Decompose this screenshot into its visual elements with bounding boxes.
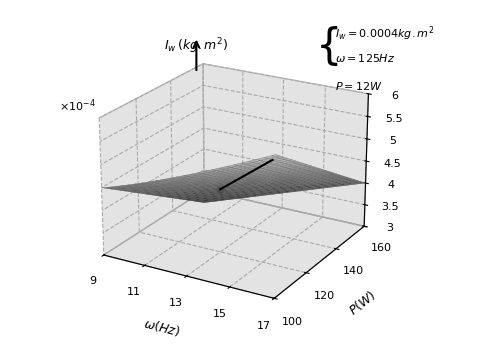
X-axis label: $\omega(Hz)$: $\omega(Hz)$ xyxy=(142,315,182,339)
Text: $I_w=0.0004kg.m^2$: $I_w=0.0004kg.m^2$ xyxy=(335,24,434,43)
Text: $I_w\,(kg.m^2)$: $I_w\,(kg.m^2)$ xyxy=(164,37,228,56)
Text: $\omega=125Hz$: $\omega=125Hz$ xyxy=(335,52,395,64)
Text: $\{$: $\{$ xyxy=(315,24,338,68)
Y-axis label: $P(W)$: $P(W)$ xyxy=(346,287,379,318)
Text: $P=12W$: $P=12W$ xyxy=(335,80,383,92)
